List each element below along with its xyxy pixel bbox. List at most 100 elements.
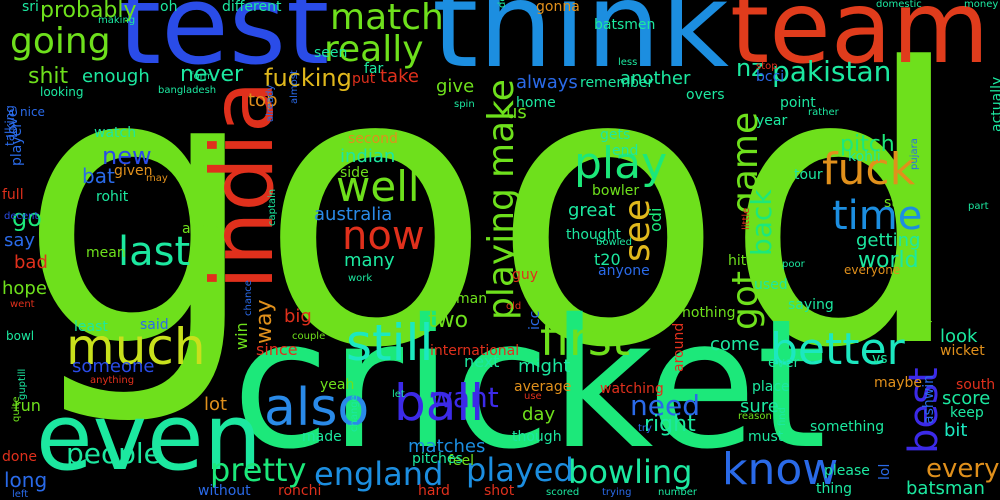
word-done: done bbox=[2, 449, 37, 465]
word-also: also bbox=[264, 378, 370, 438]
word-indian: indian bbox=[340, 146, 396, 167]
word-say: say bbox=[4, 230, 36, 251]
word-hit: hit bbox=[728, 253, 747, 269]
word-batsmen: batsmen bbox=[594, 17, 656, 33]
word-least: least bbox=[74, 319, 108, 335]
word-number: number bbox=[658, 487, 698, 498]
word-try: try bbox=[638, 423, 652, 434]
word-trying: trying bbox=[602, 487, 632, 498]
word-pitch: pitch bbox=[840, 132, 895, 157]
word-used: used bbox=[754, 277, 788, 293]
word-icc: icc bbox=[527, 310, 543, 330]
word-sri: sri bbox=[22, 0, 39, 15]
word-less: less bbox=[618, 57, 638, 68]
word-much: much bbox=[66, 318, 206, 376]
word-england: england bbox=[314, 455, 444, 493]
word-anyone: anyone bbox=[598, 263, 650, 279]
word-kohli: kohli bbox=[848, 149, 881, 165]
word-two: two bbox=[428, 308, 469, 333]
word-may: may bbox=[146, 173, 168, 184]
word-fuck: fuck bbox=[822, 144, 916, 195]
word-getting: getting bbox=[856, 230, 921, 251]
word-nice: nice bbox=[20, 105, 45, 119]
word-definitely: definitely bbox=[497, 0, 508, 8]
word-ever: ever bbox=[768, 355, 800, 371]
word-bowl: bowl bbox=[6, 329, 35, 343]
word-without: without bbox=[198, 483, 251, 499]
word-please: please bbox=[824, 463, 870, 479]
word-old: old bbox=[506, 301, 522, 312]
word-guy: guy bbox=[512, 267, 539, 283]
word-put: put bbox=[352, 71, 376, 87]
word-seen: seen bbox=[314, 45, 348, 61]
word-went: went bbox=[10, 299, 35, 310]
word-bad: bad bbox=[14, 252, 48, 273]
word-since: since bbox=[256, 340, 298, 359]
word-even: even bbox=[36, 384, 262, 491]
word-fucking: fucking bbox=[264, 64, 352, 92]
word-good: good bbox=[18, 0, 966, 431]
word-couple: couple bbox=[292, 331, 326, 342]
word-cricket: cricket bbox=[232, 281, 827, 488]
word-back: back bbox=[745, 189, 778, 256]
word-shot: shot bbox=[484, 483, 515, 499]
word-make: make bbox=[481, 79, 522, 178]
word-quite: quite bbox=[11, 396, 22, 422]
word-shit: shit bbox=[28, 64, 69, 89]
word-ashwin: ashwin bbox=[921, 375, 937, 424]
word-come: come bbox=[710, 334, 760, 355]
word-mean: mean bbox=[86, 245, 126, 261]
word-never: never bbox=[180, 62, 244, 87]
word-day: day bbox=[522, 404, 556, 425]
word-overs: overs bbox=[686, 87, 725, 103]
word-south: south bbox=[956, 377, 996, 393]
word-something: something bbox=[810, 419, 885, 435]
word-pitches: pitches bbox=[412, 451, 463, 467]
word-bowler: bowler bbox=[592, 183, 640, 199]
word-keep: keep bbox=[950, 405, 984, 421]
word-oh: oh bbox=[160, 0, 178, 15]
word-win: win bbox=[232, 322, 251, 350]
word-nothing: nothing bbox=[682, 305, 736, 321]
word-stop: stop bbox=[756, 61, 778, 72]
word-scored: scored bbox=[546, 487, 580, 498]
word-pretty: pretty bbox=[210, 451, 307, 489]
word-next: next bbox=[464, 352, 500, 371]
word-feel: feel bbox=[448, 453, 475, 469]
word-side: side bbox=[340, 165, 369, 181]
word-must: must bbox=[748, 429, 784, 445]
word-start: start bbox=[884, 195, 917, 211]
word-tour: tour bbox=[794, 167, 823, 183]
word-find: find bbox=[777, 407, 788, 426]
word-someone: someone bbox=[72, 356, 155, 377]
word-test: test bbox=[118, 0, 330, 89]
word-played: played bbox=[466, 451, 574, 489]
word-hard: hard bbox=[418, 483, 450, 499]
word-everyone: everyone bbox=[844, 263, 901, 277]
word-ball: ball bbox=[394, 374, 485, 432]
word-probably: probably bbox=[40, 0, 137, 23]
word-lot: lot bbox=[204, 394, 228, 415]
word-well: well bbox=[336, 162, 420, 211]
word-new: new bbox=[102, 142, 152, 170]
word-bat: bat bbox=[82, 164, 115, 188]
word-away: away bbox=[182, 221, 219, 237]
word-fair: fair bbox=[912, 317, 932, 331]
word-end: end bbox=[612, 143, 639, 159]
word-rather: rather bbox=[808, 107, 839, 118]
word-t20: t20 bbox=[594, 250, 621, 269]
word-always: always bbox=[516, 72, 578, 93]
word-better: better bbox=[770, 324, 905, 375]
word-around: around bbox=[671, 322, 687, 372]
word-poor: poor bbox=[782, 259, 805, 270]
word-work: work bbox=[348, 273, 373, 284]
word-looking: looking bbox=[40, 85, 84, 99]
word-let: let bbox=[392, 389, 405, 400]
word-give: give bbox=[436, 76, 475, 97]
word-last: last bbox=[118, 229, 191, 275]
word-right: right bbox=[644, 412, 696, 437]
word-little: little bbox=[741, 207, 752, 230]
word-place: place bbox=[752, 379, 790, 395]
word-change: change bbox=[349, 395, 360, 432]
